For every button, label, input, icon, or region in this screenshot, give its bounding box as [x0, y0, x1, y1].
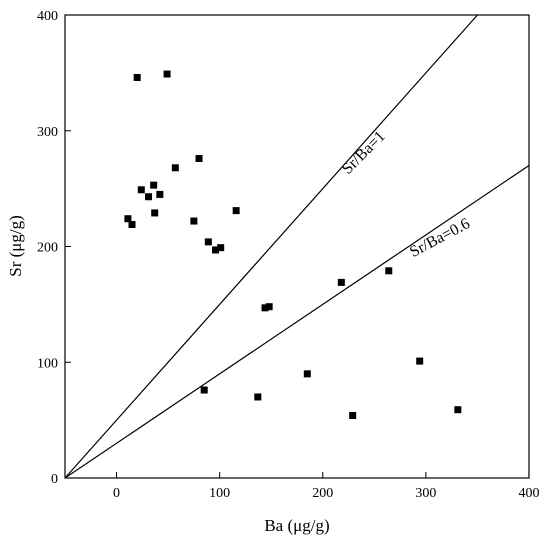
data-point: [349, 411, 357, 419]
data-point: [254, 393, 262, 401]
data-point: [137, 186, 145, 194]
data-point: [265, 303, 273, 311]
data-point: [337, 278, 345, 286]
data-point: [195, 155, 203, 163]
data-point: [261, 304, 269, 312]
data-points: [124, 70, 462, 419]
data-point: [212, 246, 220, 254]
x-tick-label: 0: [113, 486, 120, 501]
y-tick-label: 400: [37, 9, 58, 24]
data-point: [171, 164, 179, 172]
data-point: [151, 209, 159, 217]
data-point: [200, 386, 208, 394]
reference-line-2: [64, 164, 530, 479]
y-tick-label: 300: [37, 125, 58, 140]
x-tick-label: 100: [209, 486, 230, 501]
data-point: [303, 370, 311, 378]
data-point: [190, 217, 198, 225]
data-point: [156, 190, 164, 198]
data-point: [128, 221, 136, 229]
y-axis-title: Sr (μg/g): [6, 215, 25, 277]
data-point: [145, 193, 153, 201]
reference-line-1: [64, 14, 478, 479]
axis-ticks: 0 100 200 300 400 0 100 200 300 400: [37, 9, 540, 501]
data-point: [454, 406, 462, 414]
x-axis-title: Ba (μg/g): [264, 516, 329, 535]
y-tick-label: 200: [37, 241, 58, 256]
data-point: [124, 215, 132, 223]
data-point: [163, 70, 171, 78]
reference-line-label: Sr/Ba=0.6: [407, 215, 473, 261]
x-tick-label: 400: [519, 486, 540, 501]
x-tick-label: 200: [312, 486, 333, 501]
y-tick-label: 100: [37, 356, 58, 371]
y-tick-label: 0: [51, 472, 58, 487]
data-point: [217, 244, 225, 252]
data-point: [133, 74, 141, 82]
data-point: [232, 207, 240, 215]
reference-line-label: Sr/Ba=1: [339, 128, 389, 178]
data-point: [150, 181, 158, 189]
data-point: [204, 238, 212, 246]
data-point: [385, 267, 393, 275]
data-point: [416, 357, 424, 365]
x-tick-label: 300: [415, 486, 436, 501]
